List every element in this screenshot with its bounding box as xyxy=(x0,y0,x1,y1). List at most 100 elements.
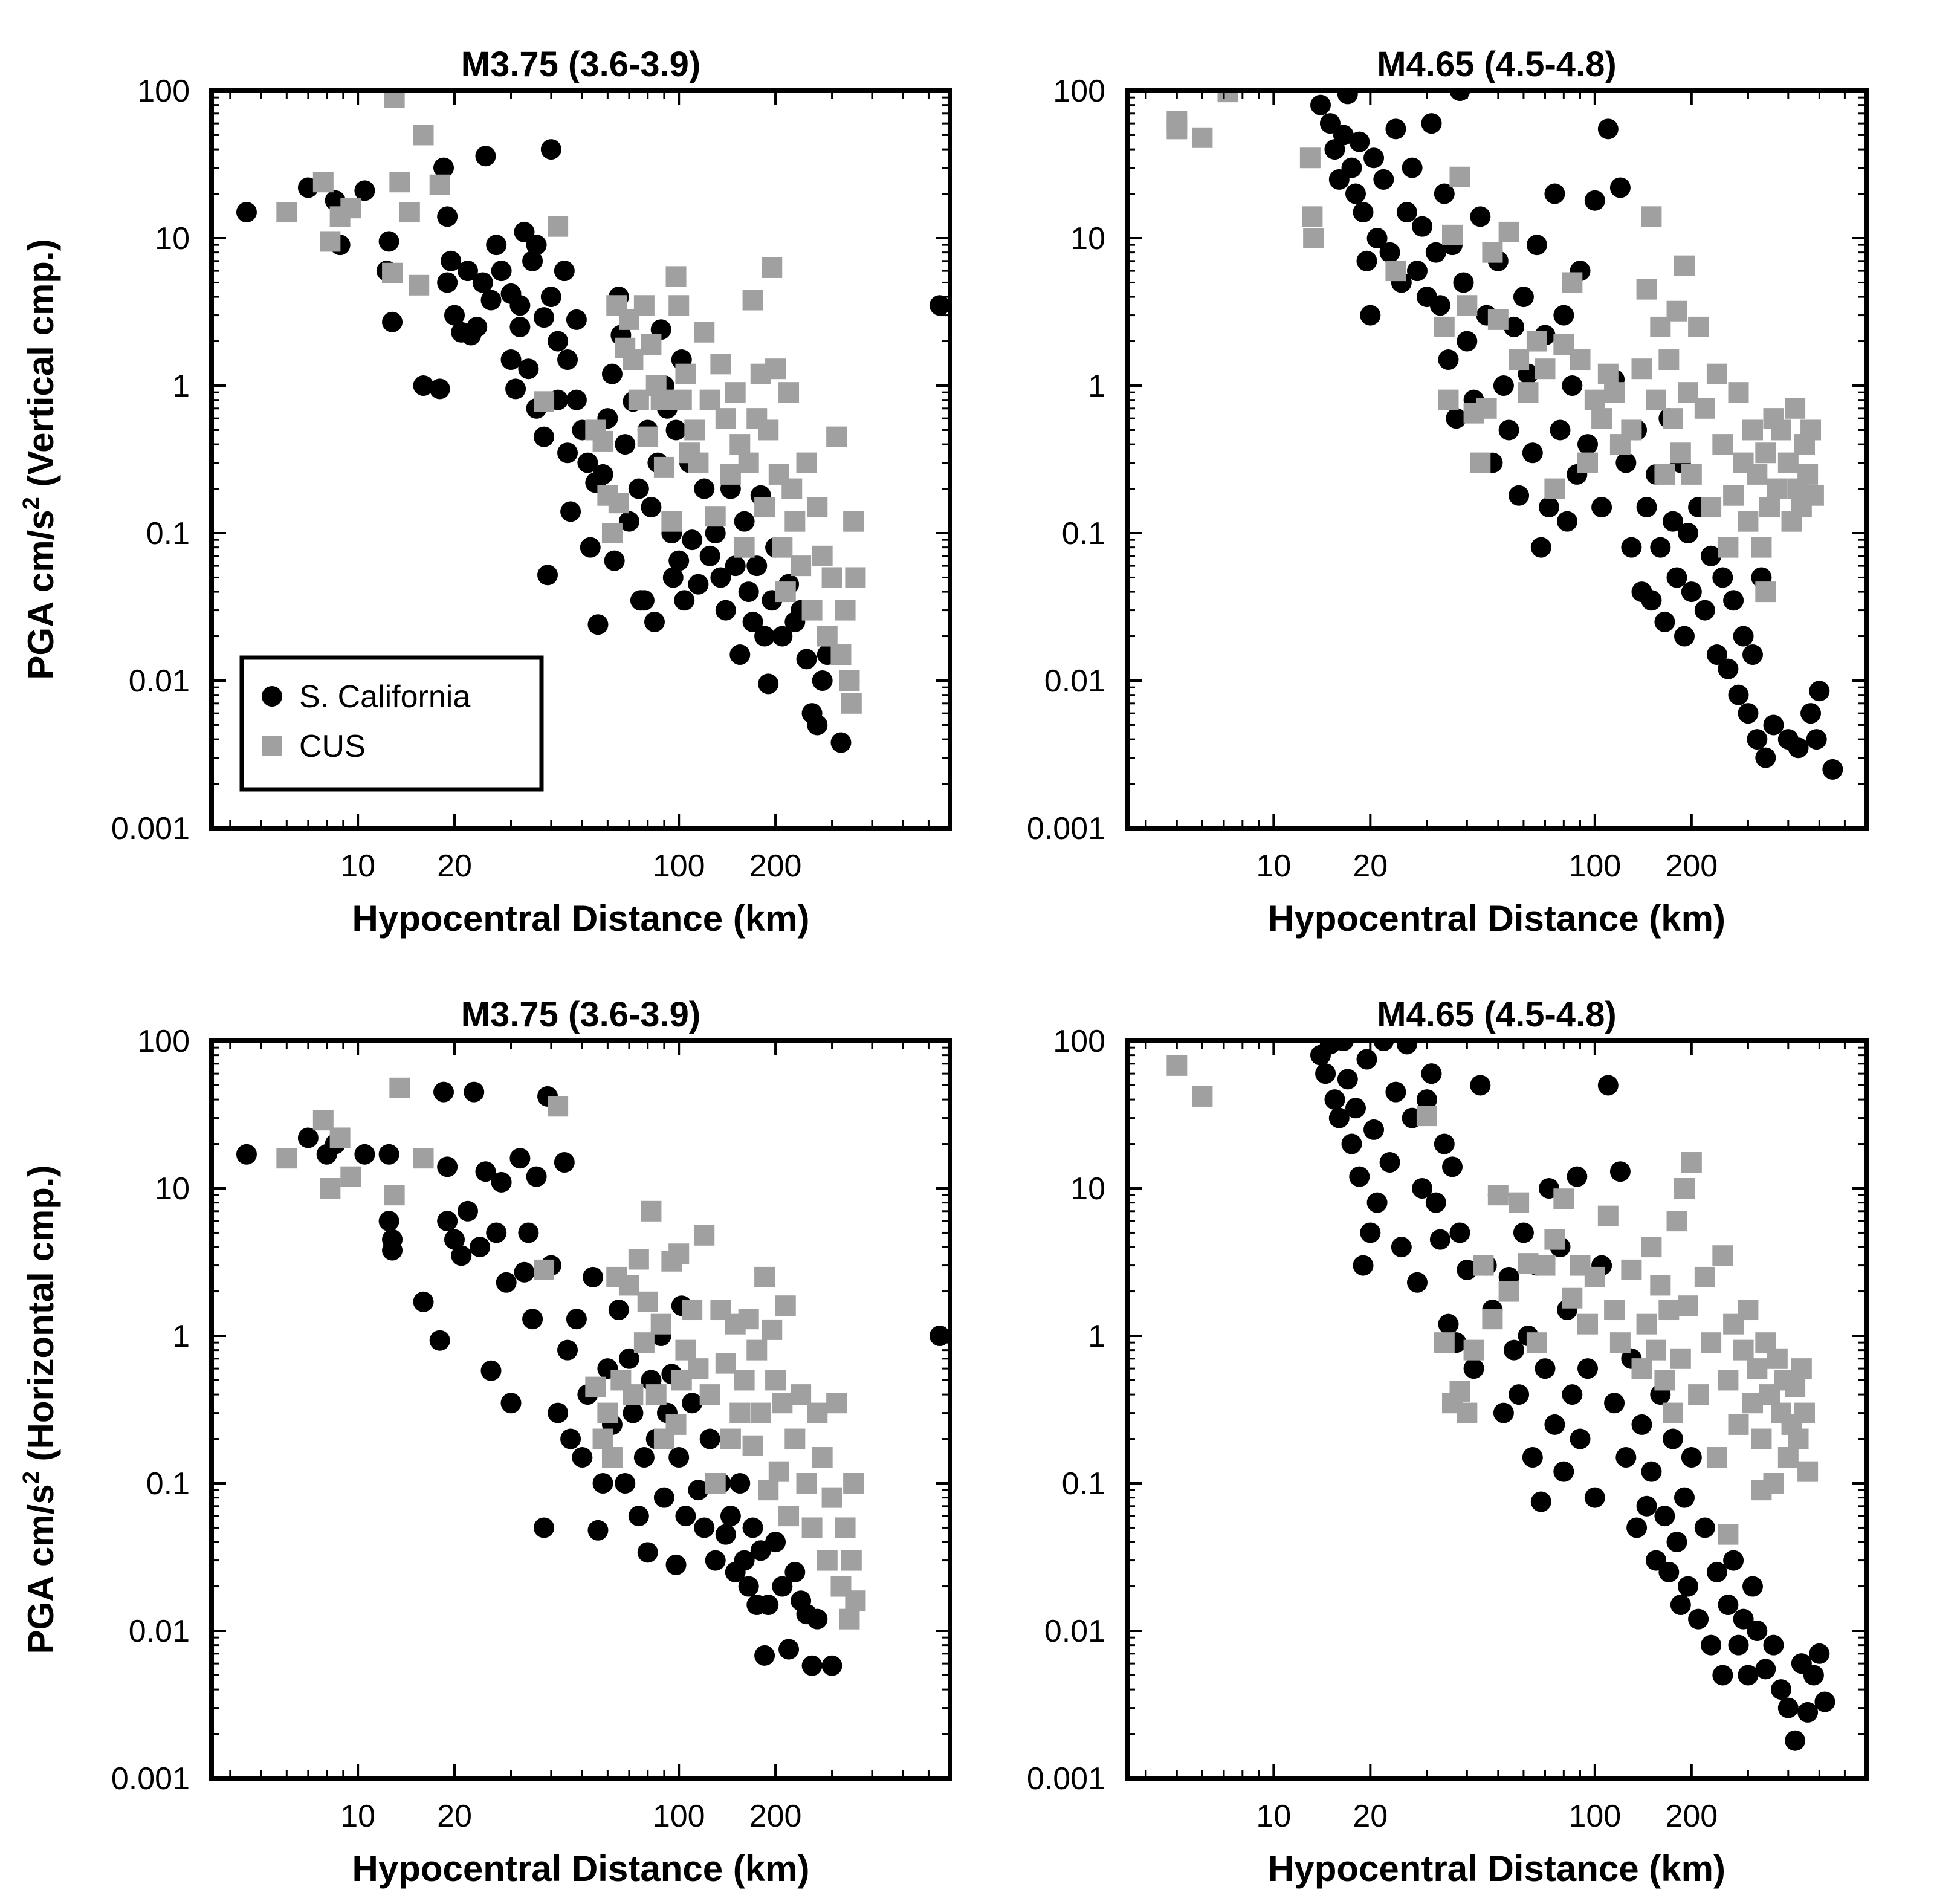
data-point xyxy=(378,231,399,252)
data-point xyxy=(429,378,450,400)
data-point xyxy=(566,1309,587,1330)
data-point xyxy=(382,311,403,332)
data-point xyxy=(500,349,522,371)
data-point xyxy=(762,257,783,278)
data-point xyxy=(1604,1300,1625,1321)
data-point xyxy=(1557,511,1578,532)
data-point xyxy=(1645,389,1666,410)
data-point xyxy=(548,1402,569,1423)
data-point xyxy=(742,611,763,632)
data-point xyxy=(433,157,454,178)
data-point xyxy=(668,1447,690,1468)
data-point xyxy=(354,180,375,201)
data-point xyxy=(742,290,763,311)
data-point xyxy=(841,1550,862,1571)
data-point xyxy=(1570,1428,1591,1449)
data-point xyxy=(1379,242,1400,263)
data-point xyxy=(772,626,793,647)
data-point xyxy=(1706,1447,1727,1468)
data-point xyxy=(1406,1272,1428,1293)
chart-panel-4: 0.001 0.01 0.1 1 10 100 10 20 100 200 M4.65 (4.5-4… xyxy=(1027,995,1869,1889)
data-point xyxy=(1666,567,1687,588)
plot-area xyxy=(236,1077,950,1676)
data-point xyxy=(1641,1461,1662,1482)
data-point xyxy=(628,389,649,410)
data-point xyxy=(572,1447,593,1468)
data-point xyxy=(1341,157,1362,178)
data-point xyxy=(1654,611,1675,632)
data-point xyxy=(457,1200,478,1222)
data-point xyxy=(1654,1506,1675,1527)
data-point xyxy=(384,1185,405,1206)
data-point xyxy=(1791,1358,1812,1379)
data-point xyxy=(668,550,690,571)
data-point xyxy=(835,600,856,621)
data-point xyxy=(1645,1339,1666,1361)
plot-frame xyxy=(1125,1038,1869,1781)
x-tick-label: 200 xyxy=(749,1799,802,1834)
data-point xyxy=(754,626,775,647)
chart-panel-3: 0.001 0.01 0.1 1 10 100 10 20 100 200 M3.75 (3.6-3… xyxy=(19,995,952,1889)
data-point xyxy=(791,1384,812,1405)
data-point xyxy=(710,354,731,375)
data-point xyxy=(1434,1133,1455,1154)
y-tick-label: 0.001 xyxy=(111,811,190,846)
data-point xyxy=(1728,382,1749,403)
data-point xyxy=(758,419,779,441)
data-point xyxy=(845,567,866,588)
data-point xyxy=(682,1300,703,1321)
legend-box xyxy=(239,655,544,792)
data-point xyxy=(1425,1192,1446,1213)
data-point xyxy=(705,506,726,527)
series-s-california xyxy=(236,1081,950,1676)
data-point xyxy=(1442,1156,1463,1177)
data-point xyxy=(1577,1358,1598,1379)
data-point xyxy=(1694,1517,1715,1538)
data-point xyxy=(1688,1384,1709,1405)
data-point xyxy=(843,1473,864,1494)
data-point xyxy=(413,375,434,396)
data-point xyxy=(775,581,796,603)
data-point xyxy=(1345,183,1366,204)
data-point xyxy=(1670,442,1691,464)
data-point xyxy=(1615,452,1637,473)
data-point xyxy=(1650,537,1671,558)
data-point xyxy=(754,497,775,518)
data-point xyxy=(1728,1634,1749,1656)
series-s-california xyxy=(1310,1041,1835,1751)
data-point xyxy=(1567,1166,1588,1187)
data-point xyxy=(522,250,543,271)
data-point xyxy=(1421,1063,1442,1084)
y-tick-label: 100 xyxy=(137,1024,190,1059)
data-point xyxy=(758,1595,779,1616)
data-point xyxy=(734,511,755,532)
data-point xyxy=(554,261,575,282)
data-point xyxy=(382,1240,403,1261)
data-point xyxy=(1513,287,1534,308)
data-point xyxy=(1493,375,1514,396)
data-point xyxy=(1328,1107,1350,1128)
x-axis-label: Hypocentral Distance (km) xyxy=(1268,1848,1725,1889)
data-point xyxy=(409,274,430,296)
data-point xyxy=(592,430,613,452)
data-point xyxy=(1770,419,1791,441)
data-point xyxy=(1701,1332,1722,1353)
data-point xyxy=(699,1384,720,1405)
data-point xyxy=(1429,1229,1450,1250)
data-point xyxy=(1324,1089,1345,1110)
data-point xyxy=(1302,206,1323,227)
data-point xyxy=(1658,349,1680,371)
data-point xyxy=(518,1222,539,1243)
data-point xyxy=(1755,442,1776,464)
data-point xyxy=(1621,1259,1642,1280)
series-cus xyxy=(1166,91,1824,603)
data-point xyxy=(514,221,535,242)
series-cus xyxy=(276,91,866,714)
data-point xyxy=(1470,1075,1491,1096)
data-point xyxy=(729,644,751,665)
data-point xyxy=(637,1291,658,1312)
data-point xyxy=(633,1447,655,1468)
data-point xyxy=(1803,1665,1824,1686)
y-tick-label: 0.01 xyxy=(129,664,190,699)
data-point xyxy=(1373,169,1394,190)
